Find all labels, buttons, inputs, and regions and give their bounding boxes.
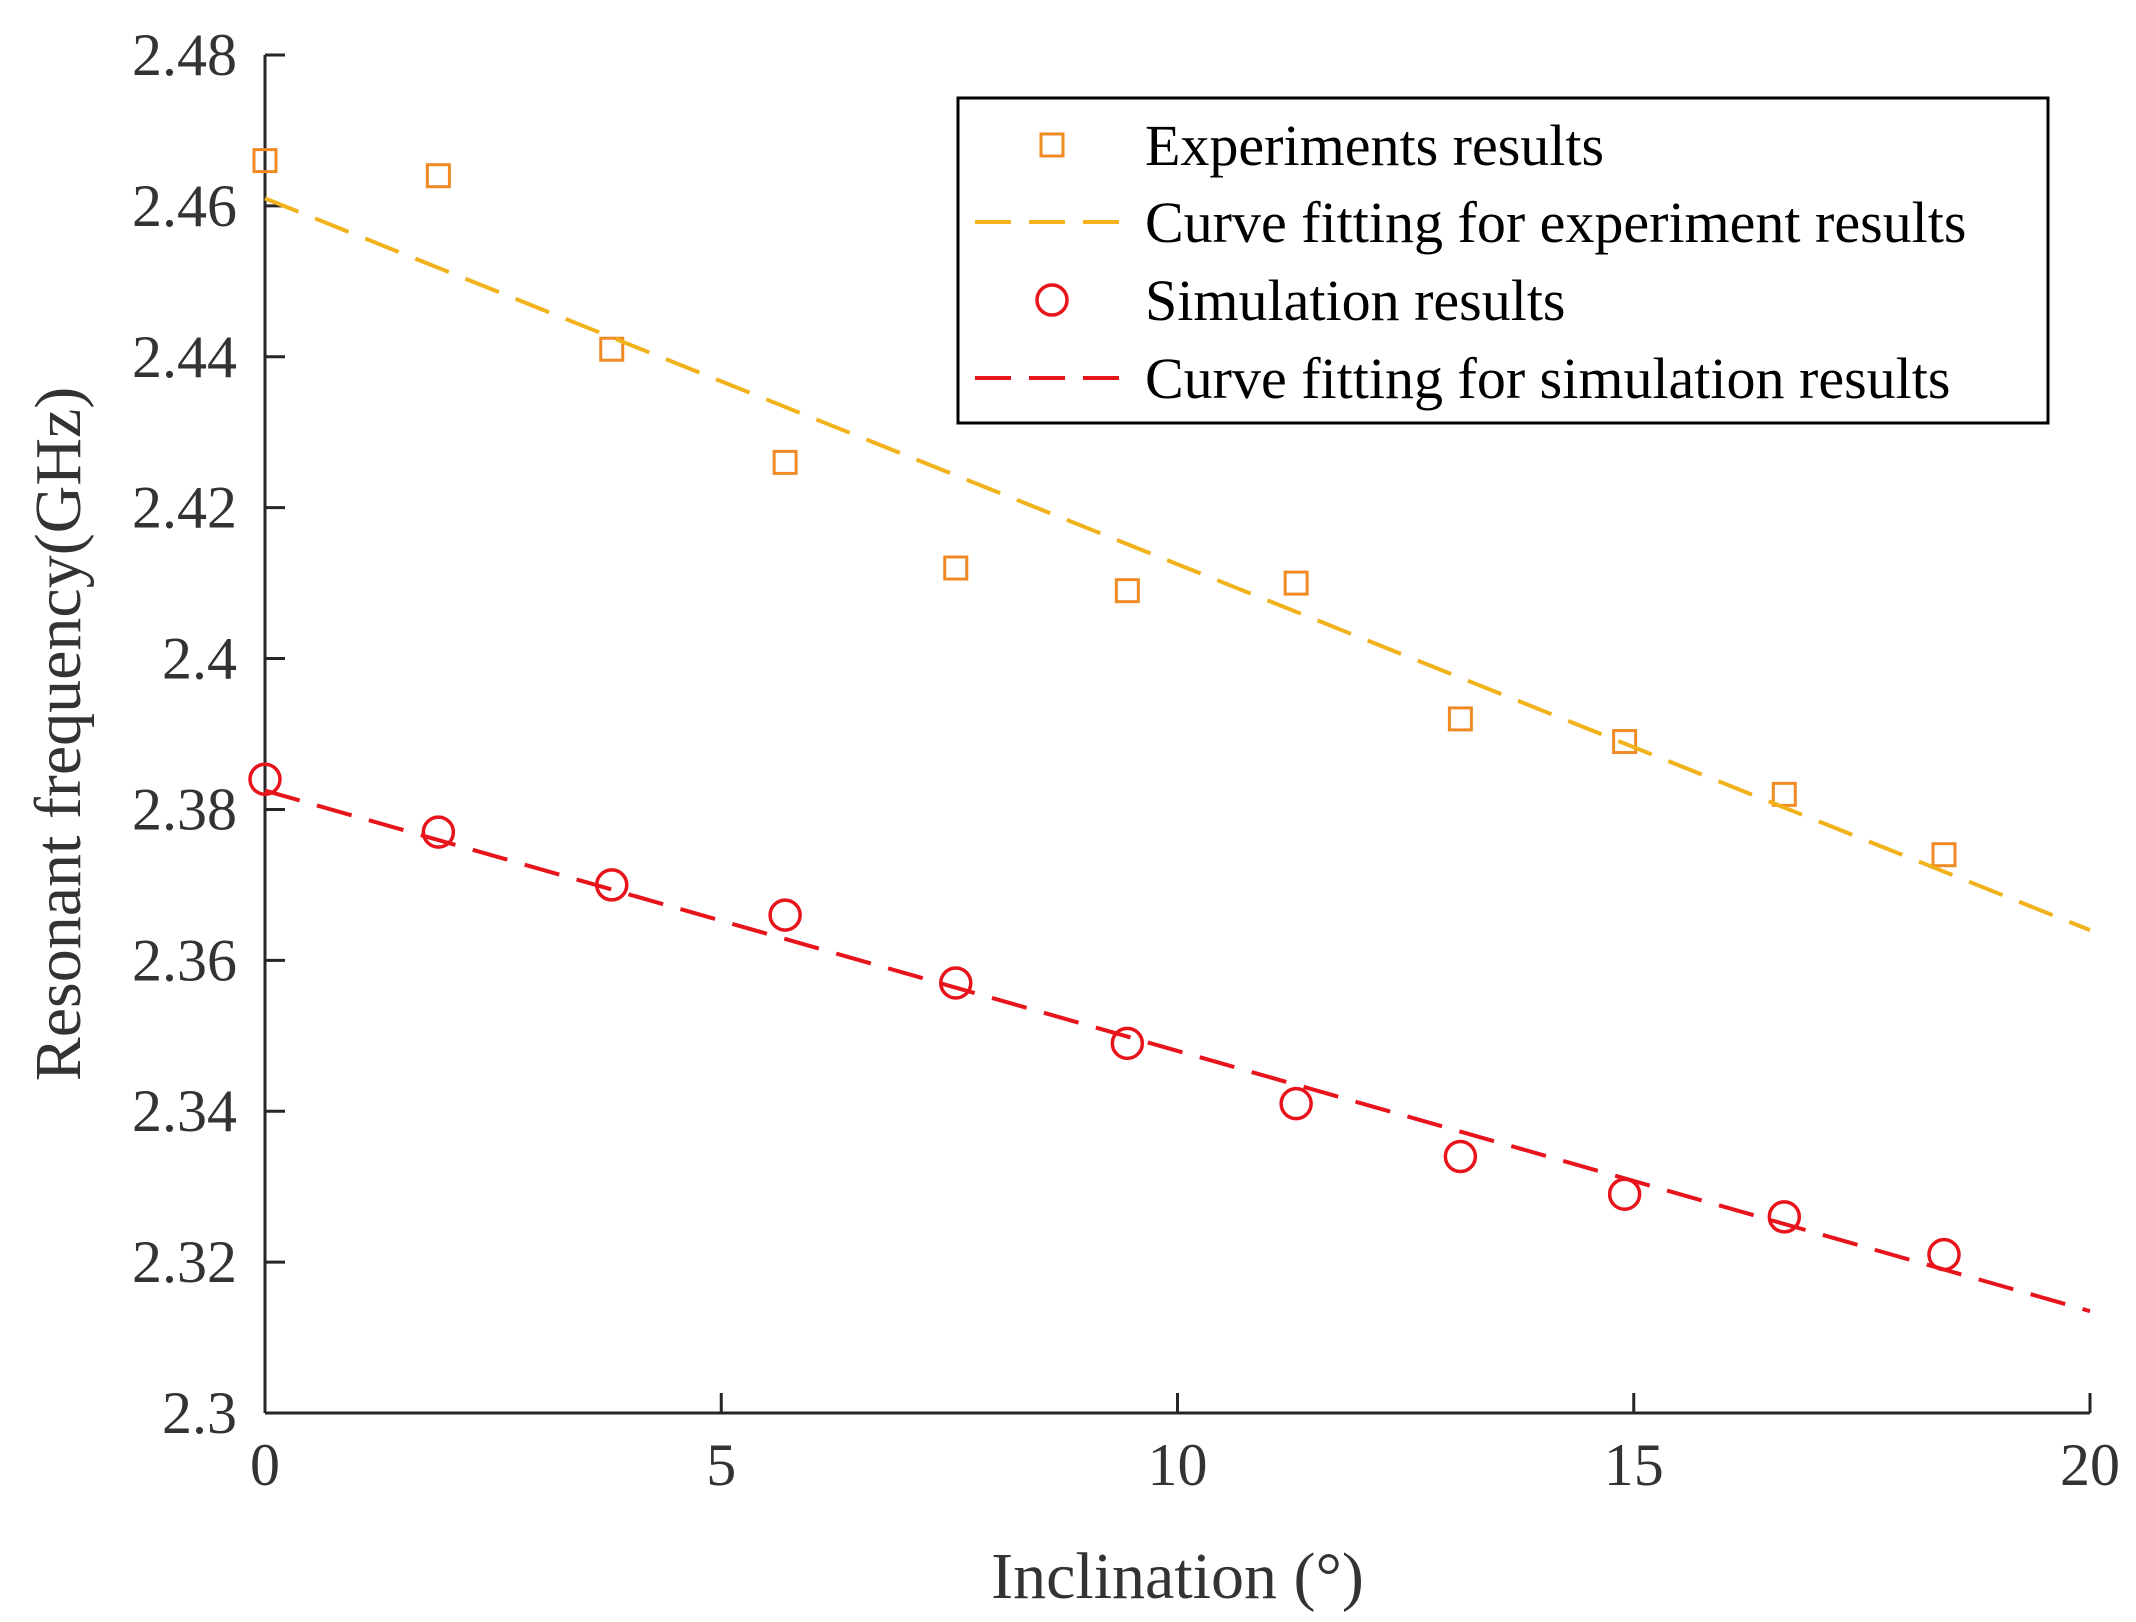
legend-label: Curve fitting for simulation results (1145, 346, 1950, 411)
x-axis-title: Inclination (°) (991, 1540, 1364, 1613)
x-tick-label: 5 (706, 1432, 736, 1498)
y-tick-label: 2.46 (132, 173, 237, 239)
legend: Experiments results Curve fitting for exp… (956, 96, 2050, 425)
x-tick-label: 20 (2060, 1432, 2120, 1498)
data-point-circle (421, 815, 456, 849)
legend-label: Simulation results (1145, 268, 1566, 333)
x-tick-label: 15 (1604, 1432, 1664, 1498)
data-point-square (1447, 706, 1473, 732)
legend-square-marker (1039, 132, 1065, 158)
data-point-circle (1443, 1139, 1478, 1174)
y-tick-label: 2.44 (132, 324, 237, 390)
data-point-square (252, 148, 278, 174)
y-tick-label: 2.38 (132, 776, 237, 842)
y-axis-title: Resonant frequency(GHz) (22, 387, 95, 1082)
data-point-square (425, 163, 451, 189)
axes-layer: 2.3 2.32 2.34 2.36 2.38 2.4 2.42 2.44 2.46 2.48 0 5… (132, 22, 2120, 1498)
legend-circle-marker (1035, 283, 1069, 317)
data-point-circle (1110, 1026, 1145, 1061)
x-tick-label: 0 (250, 1432, 280, 1498)
y-tick-label: 2.42 (132, 475, 237, 541)
data-point-square (1612, 729, 1638, 755)
y-tick-label: 2.32 (132, 1229, 237, 1295)
data-point-circle (1767, 1200, 1802, 1234)
y-tick-label: 2.36 (132, 927, 237, 993)
data-point-square (1283, 570, 1309, 596)
fit-line (264, 196, 2091, 933)
y-tick-label: 2.3 (162, 1380, 237, 1446)
data-point-square (1114, 578, 1140, 604)
fit-line (264, 788, 2091, 1314)
data-point-circle (248, 762, 282, 797)
data-point-square (943, 555, 969, 581)
data-point-circle (768, 898, 802, 932)
y-tick-label: 2.48 (132, 22, 237, 88)
data-point-circle (1607, 1177, 1642, 1211)
data-point-circle (1279, 1086, 1313, 1121)
series-1 (264, 196, 2091, 933)
x-tick-label: 10 (1148, 1432, 1208, 1498)
y-tick-label: 2.4 (162, 626, 237, 692)
series-2 (248, 762, 1961, 1272)
series-0 (252, 148, 1957, 868)
legend-label: Experiments results (1145, 113, 1604, 178)
data-point-square (599, 336, 625, 362)
data-point-square (1931, 842, 1957, 868)
series-3 (264, 788, 2091, 1314)
y-tick-label: 2.34 (132, 1078, 237, 1144)
legend-box (956, 96, 2050, 425)
data-point-square (772, 449, 798, 475)
series-layer (248, 148, 2091, 1314)
data-point-square (1771, 781, 1797, 807)
legend-label: Curve fitting for experiment results (1145, 190, 1966, 255)
